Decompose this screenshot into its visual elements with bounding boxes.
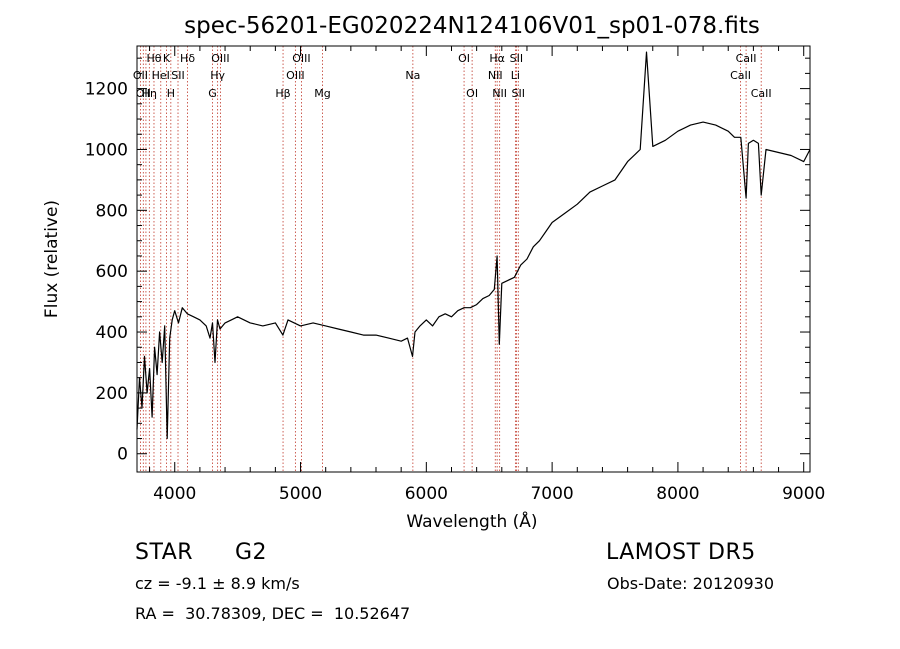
spectral-line-label: OIII <box>211 52 229 65</box>
observation-date: Obs-Date: 20120930 <box>607 574 775 593</box>
y-tick-label: 600 <box>96 262 128 282</box>
spectral-line-label: Hθ <box>146 52 161 65</box>
y-tick-label: 800 <box>96 201 128 221</box>
spectrum-series <box>136 51 811 440</box>
survey-name: LAMOST DR5 <box>606 540 756 565</box>
spectral-line-label: Na <box>405 69 420 82</box>
spectral-line-label: OI <box>458 52 470 65</box>
x-tick-label: 9000 <box>782 484 825 504</box>
spectral-line-label: OII <box>133 69 148 82</box>
spectral-line-label: CaII <box>751 87 772 100</box>
y-tick-label: 0 <box>117 445 128 465</box>
spectral-line-label: Hγ <box>210 69 225 82</box>
spectral-line-label: NII <box>488 69 503 82</box>
spectral-line-label: Hδ <box>180 52 195 65</box>
plot-frame <box>136 45 811 473</box>
spectral-line-label: OIII <box>286 69 304 82</box>
spectral-line-label: OI <box>466 87 478 100</box>
spectrum-line <box>136 51 811 440</box>
x-tick-label: 8000 <box>656 484 699 504</box>
x-tick-label: 6000 <box>405 484 448 504</box>
emission-line-markers <box>139 46 762 472</box>
y-axis-label: Flux (relative) <box>42 200 62 318</box>
x-tick-label: 5000 <box>279 484 322 504</box>
spectral-line-label: CaII <box>736 52 757 65</box>
spectral-line-label: H <box>167 87 175 100</box>
x-axis-label: Wavelength (Å) <box>406 510 537 532</box>
spectral-line-label: Mg <box>314 87 330 100</box>
spectral-line-label: SII <box>510 52 523 65</box>
spectral-line-label: Hη <box>142 87 157 100</box>
spectral-line-label: NII <box>492 87 507 100</box>
spectral-line-label: Li <box>511 69 520 82</box>
y-tick-label: 400 <box>96 323 128 343</box>
spectral-line-label: SII <box>171 69 184 82</box>
object-class: STAR <box>135 540 194 565</box>
spectral-line-label: CaII <box>730 69 751 82</box>
spectral-line-label: Hα <box>489 52 505 65</box>
y-tick-label: 200 <box>96 384 128 404</box>
spectral-line-label: OII <box>136 87 151 100</box>
spectral-line-label: Hβ <box>275 87 290 100</box>
x-axis-ticks: 4000 5000 6000 7000 8000 9000 <box>149 46 825 504</box>
spectral-line-label: G <box>208 87 217 100</box>
redshift-readout: cz = -9.1 ± 8.9 km/s <box>135 574 300 593</box>
y-tick-label: 1000 <box>85 140 128 160</box>
object-subclass: G2 <box>235 540 268 565</box>
spectral-line-label: OIII <box>292 52 310 65</box>
y-tick-label: 1200 <box>85 80 128 100</box>
spectral-line-label: K <box>163 52 171 65</box>
spectral-line-label: SII <box>512 87 525 100</box>
spectral-line-label: HeI <box>152 69 170 82</box>
coordinates-readout: RA = 30.78309, DEC = 10.52647 <box>135 604 411 623</box>
y-axis-ticks: 0 200 400 600 800 1000 1200 <box>85 57 810 465</box>
x-tick-label: 4000 <box>153 484 196 504</box>
x-tick-label: 7000 <box>530 484 573 504</box>
chart-title: spec-56201-EG020224N124106V01_sp01-078.f… <box>184 13 760 39</box>
